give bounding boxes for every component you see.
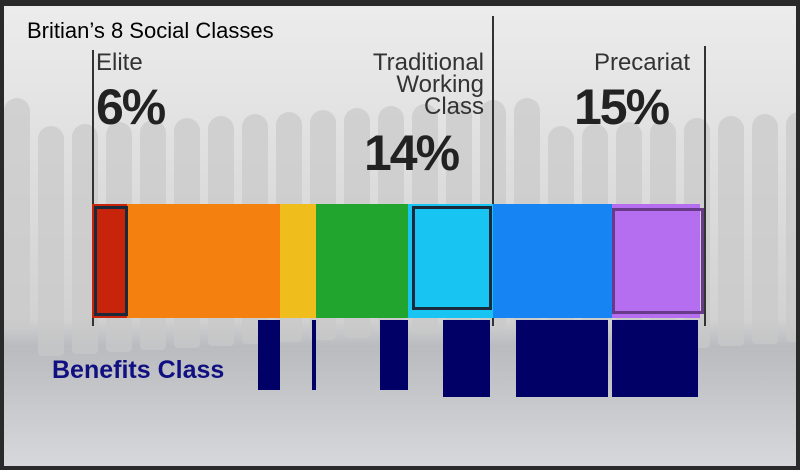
traditional-percent: 14% bbox=[364, 125, 460, 181]
silhouette bbox=[718, 116, 744, 346]
class-segment bbox=[408, 204, 493, 318]
class-segment bbox=[280, 204, 316, 318]
silhouette bbox=[786, 112, 796, 342]
benefits-bar bbox=[258, 320, 280, 390]
page-title: Britian’s 8 Social Classes bbox=[27, 18, 274, 43]
class-segment bbox=[493, 204, 612, 318]
elite-highlight-frame bbox=[94, 206, 128, 316]
traditional-label-line: Working bbox=[396, 71, 484, 98]
infographic-screen: Britian’s 8 Social Classes Elite 6% Trad… bbox=[4, 6, 796, 466]
divider-line bbox=[92, 50, 94, 326]
class-segment bbox=[316, 204, 408, 318]
traditional-label-line: Traditional bbox=[372, 49, 484, 76]
class-segment bbox=[612, 204, 700, 318]
silhouette bbox=[752, 114, 778, 344]
precariat-label: Precariat bbox=[593, 49, 690, 76]
traditional-label-line: Class bbox=[423, 93, 484, 120]
divider-line bbox=[704, 46, 706, 326]
benefits-bar bbox=[443, 320, 490, 397]
precariat-percent: 15% bbox=[574, 79, 670, 135]
benefits-bar bbox=[612, 320, 698, 397]
benefits-bar bbox=[380, 320, 408, 390]
silhouette bbox=[38, 126, 64, 356]
benefits-class-label: Benefits Class bbox=[52, 356, 225, 384]
elite-percent: 6% bbox=[96, 79, 166, 135]
traditional-label: Traditional Working Class bbox=[372, 49, 484, 120]
elite-label: Elite bbox=[96, 49, 143, 76]
class-segment bbox=[127, 204, 280, 318]
class-segment bbox=[92, 204, 127, 318]
benefits-bar bbox=[516, 320, 608, 397]
benefits-bar bbox=[312, 320, 316, 390]
silhouette bbox=[4, 98, 30, 328]
divider-line bbox=[492, 16, 494, 326]
traditional-highlight-frame bbox=[412, 206, 492, 310]
precariat-highlight-frame bbox=[612, 208, 704, 314]
